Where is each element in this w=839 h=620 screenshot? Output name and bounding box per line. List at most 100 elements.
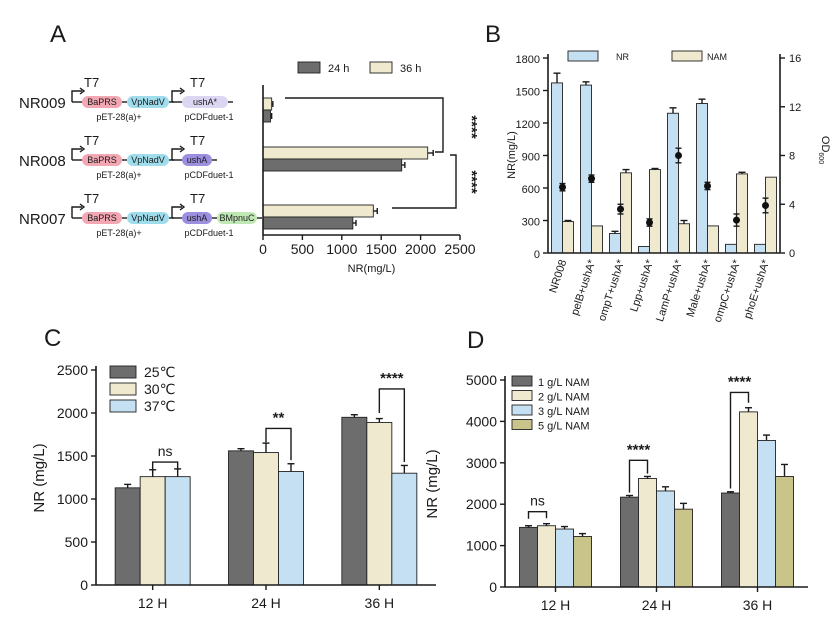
bar <box>638 478 657 588</box>
significance-bracket <box>628 459 649 493</box>
legend-label: 25℃ <box>144 364 175 380</box>
significance-bracket <box>265 427 292 461</box>
significance-label: **** <box>627 441 651 458</box>
promoter-label: T7 <box>190 75 205 90</box>
y-tick-label: 1200 <box>516 119 540 131</box>
panel-label-b: B <box>485 21 501 48</box>
y-axis-label-right: OD600 <box>817 136 831 164</box>
bar <box>765 176 777 254</box>
significance-label: ** <box>273 409 285 426</box>
bar <box>667 112 679 254</box>
gene-label: BaPRS <box>87 97 117 107</box>
legend-label: 30℃ <box>144 381 175 397</box>
bar <box>262 146 429 160</box>
bar <box>591 225 603 254</box>
y-tick-label: 1800 <box>516 54 540 66</box>
bar <box>678 223 690 254</box>
promoter-arrow <box>171 90 182 102</box>
plasmid-label: pET-28(a)+ <box>96 228 141 238</box>
y-axis-label-right-sub: 600 <box>817 152 824 164</box>
y-tick-label: 0 <box>489 579 497 595</box>
bar <box>580 84 592 254</box>
promoter-arrow-head <box>179 145 186 153</box>
plasmid-label: pET-28(a)+ <box>96 112 141 122</box>
promoter-label: T7 <box>190 191 205 206</box>
plasmid-label: pCDFduet-1 <box>184 112 233 122</box>
gene-block <box>127 154 169 166</box>
significance-label: **** <box>463 170 480 194</box>
y-axis-label: NR(mg/L) <box>506 131 518 179</box>
y-tick-label: 2000 <box>57 405 88 421</box>
y-tick-label: 5000 <box>466 372 497 388</box>
od-point <box>559 183 566 191</box>
legend-label: 36 h <box>400 63 421 75</box>
bar <box>519 526 538 588</box>
bar <box>696 103 708 254</box>
bar <box>573 536 592 588</box>
promoter-arrow-head <box>179 87 186 95</box>
bar <box>262 97 273 111</box>
gene-block <box>182 212 212 224</box>
promoter-arrow <box>71 90 82 102</box>
legend-swatch <box>109 399 137 413</box>
gene-label: VpNadV <box>131 97 165 107</box>
x-tick-label: 12 H <box>541 597 571 613</box>
y-tick-label-right: 16 <box>789 53 801 65</box>
bar <box>562 221 574 254</box>
strain-name: NR009 <box>19 95 66 112</box>
x-tick-label: pelB+ushA* <box>569 258 598 317</box>
significance-bracket <box>527 510 548 519</box>
gene-block <box>127 212 169 224</box>
significance-bracket <box>285 97 444 153</box>
bar <box>721 492 740 588</box>
x-tick-label: 2500 <box>444 241 475 257</box>
bar <box>537 525 556 588</box>
legend-swatch <box>511 419 533 430</box>
promoter-arrow-head <box>79 145 86 153</box>
significance-bracket <box>392 154 457 209</box>
x-tick-label: Male+ushA* <box>685 258 715 319</box>
od-point <box>675 152 682 159</box>
gene-label: BMpnuC <box>219 213 255 223</box>
significance-label: **** <box>728 373 752 390</box>
bar <box>609 233 621 254</box>
promoter-label: T7 <box>84 75 99 90</box>
bar <box>725 243 737 254</box>
promoter-arrow <box>71 148 82 160</box>
y-tick-label-right: 12 <box>789 102 801 114</box>
y-axis-label: NR (mg/L) <box>424 449 441 518</box>
significance-label: **** <box>463 115 480 139</box>
significance-label: ns <box>158 443 173 459</box>
x-tick-label: 2000 <box>405 241 436 257</box>
y-axis-label-right-main: OD <box>819 136 831 153</box>
bar <box>649 169 661 254</box>
y-tick-label: 2500 <box>57 362 88 378</box>
legend-label: 5 g/L NAM <box>538 421 590 433</box>
od-point <box>617 205 624 213</box>
gene-label: ushA* <box>193 97 218 107</box>
significance-bracket <box>729 391 750 489</box>
x-tick-label: 12 H <box>138 595 168 611</box>
gene-block <box>182 154 212 166</box>
bar <box>262 216 354 230</box>
bar <box>775 476 794 588</box>
od-point <box>762 201 769 209</box>
promoter-arrow <box>171 206 182 218</box>
bar <box>228 450 254 586</box>
panel-b: 0 300 600 900 1200 1500 1800 0 4 8 12 16 NR008 pelB+u… <box>506 50 831 324</box>
y-tick-label: 1500 <box>57 448 88 464</box>
y-tick-label: 0 <box>534 249 540 261</box>
gene-label: BaPRS <box>87 155 117 165</box>
gene-block <box>82 96 122 108</box>
promoter-arrow <box>71 206 82 218</box>
x-tick-label: ompC+ushA* <box>712 258 744 324</box>
significance-label: **** <box>380 370 404 387</box>
legend-swatch <box>671 50 703 62</box>
bar <box>114 487 141 586</box>
y-tick-label: 0 <box>80 577 88 593</box>
gene-block <box>182 96 228 108</box>
x-tick-label: 1500 <box>366 241 397 257</box>
bar <box>739 411 758 588</box>
x-tick-label: phoE+ushA* <box>742 258 773 321</box>
